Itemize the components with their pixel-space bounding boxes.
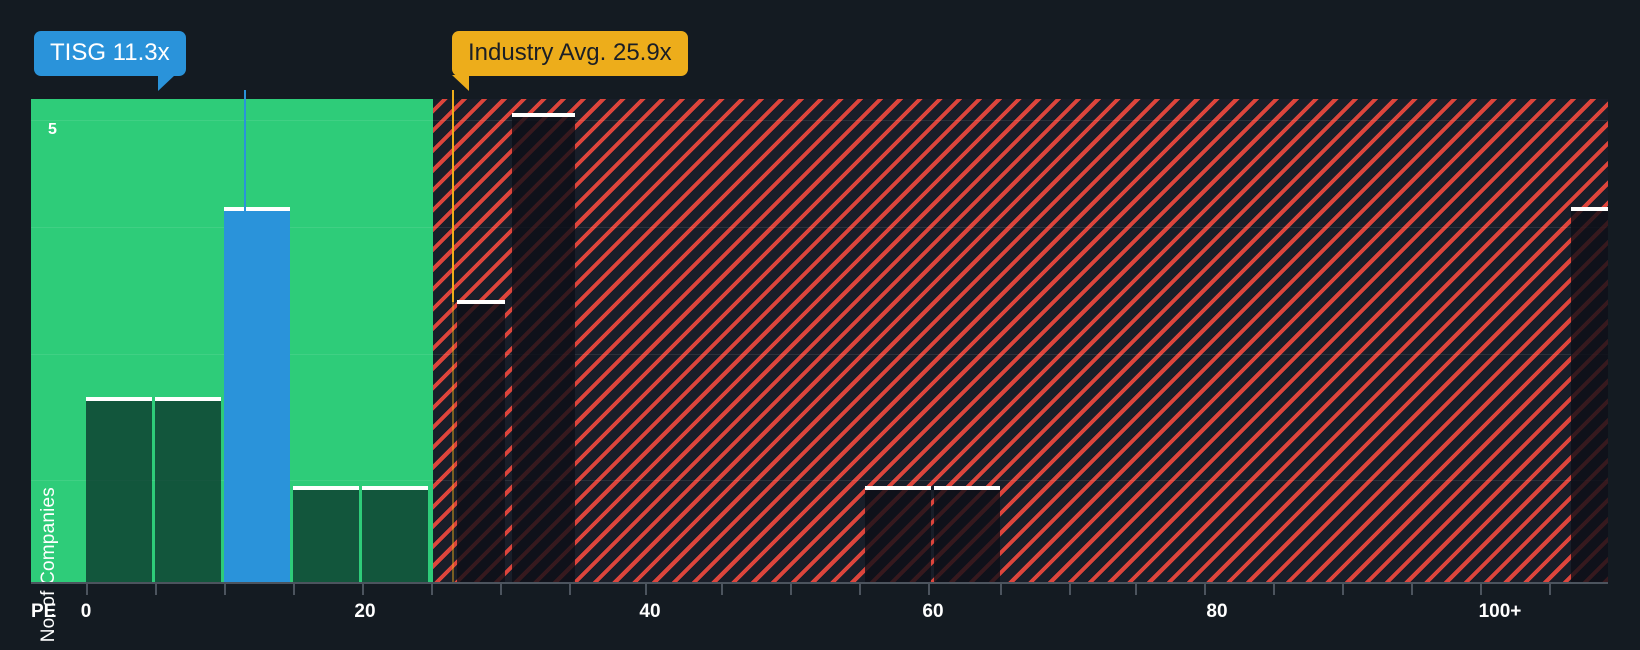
bar-body: [865, 490, 931, 582]
x-axis-tick-label-80: 80: [1206, 601, 1228, 622]
company-marker-label: TISG 11.3x: [34, 31, 186, 77]
x-axis-tick: [1342, 584, 1344, 595]
x-axis-tick: [500, 584, 502, 595]
x-axis-tick: [1000, 584, 1002, 595]
callout-pointer: [452, 75, 469, 92]
bar-cap: [457, 300, 505, 304]
x-axis-tick: [86, 584, 88, 595]
x-axis-tick-label-60: 60: [922, 601, 944, 622]
industry-average-callout[interactable]: Industry Avg. 25.9x: [452, 31, 688, 92]
industry-average-leader-line: [452, 90, 454, 302]
bar-body: [512, 117, 575, 582]
bar-cap: [512, 113, 575, 117]
x-axis-tick: [1135, 584, 1137, 595]
table-row[interactable]: [1571, 207, 1608, 582]
company-marker-callout[interactable]: TISG 11.3x: [34, 31, 186, 92]
bar-body: [1571, 211, 1608, 582]
bar-cap: [934, 486, 1000, 490]
table-row[interactable]: [155, 397, 221, 582]
bar-body: [457, 304, 505, 582]
table-row[interactable]: [457, 300, 505, 582]
selected-bar-company-bin[interactable]: [224, 207, 290, 582]
bar-body: [224, 211, 290, 582]
x-axis-line: [31, 582, 1608, 584]
bar-cap: [362, 486, 428, 490]
table-row[interactable]: [362, 486, 428, 582]
x-axis-tick: [1273, 584, 1275, 595]
bar-cap: [224, 207, 290, 211]
table-row[interactable]: [293, 486, 359, 582]
bar-body: [155, 401, 221, 582]
bar-cap: [293, 486, 359, 490]
x-axis-tick: [293, 584, 295, 595]
x-axis-tick: [1480, 584, 1482, 595]
table-row[interactable]: [86, 397, 152, 582]
x-axis-tick: [1549, 584, 1551, 595]
overvalued-zone-hatched: [433, 99, 1608, 582]
x-axis-tick: [569, 584, 571, 595]
bar-body: [86, 401, 152, 582]
bar-cap: [86, 397, 152, 401]
x-axis-tick: [155, 584, 157, 595]
x-axis-tick: [224, 584, 226, 595]
x-axis-tick: [790, 584, 792, 595]
company-marker-leader-line: [244, 90, 246, 212]
bar-cap: [865, 486, 931, 490]
table-row[interactable]: [512, 113, 575, 582]
x-axis-tick: [928, 584, 930, 595]
x-axis-tick: [362, 584, 364, 595]
x-axis-tick: [1411, 584, 1413, 595]
x-axis-tick-label-20: 20: [354, 601, 376, 622]
x-axis-tick-label-100: 100+: [1478, 601, 1522, 622]
callout-pointer: [157, 75, 175, 92]
industry-average-leader-line-faded: [452, 302, 454, 582]
x-axis-tick: [431, 584, 433, 595]
x-axis-tick: [859, 584, 861, 595]
bar-body: [293, 490, 359, 582]
industry-average-label: Industry Avg. 25.9x: [452, 31, 688, 77]
x-axis-tick-label-40: 40: [639, 601, 661, 622]
x-axis-tick: [645, 584, 647, 595]
table-row[interactable]: [934, 486, 1000, 582]
bar-body: [934, 490, 1000, 582]
bar-body: [362, 490, 428, 582]
y-axis-tick-label: 5: [48, 121, 57, 138]
bar-cap: [1571, 207, 1608, 211]
x-axis-tick: [1069, 584, 1071, 595]
table-row[interactable]: [865, 486, 931, 582]
plot-area: [31, 99, 1608, 582]
x-axis-tick: [1204, 584, 1206, 595]
bar-cap: [155, 397, 221, 401]
x-axis-title: PE: [31, 601, 57, 622]
x-axis-tick: [721, 584, 723, 595]
x-axis-tick-label-0: 0: [80, 601, 92, 622]
